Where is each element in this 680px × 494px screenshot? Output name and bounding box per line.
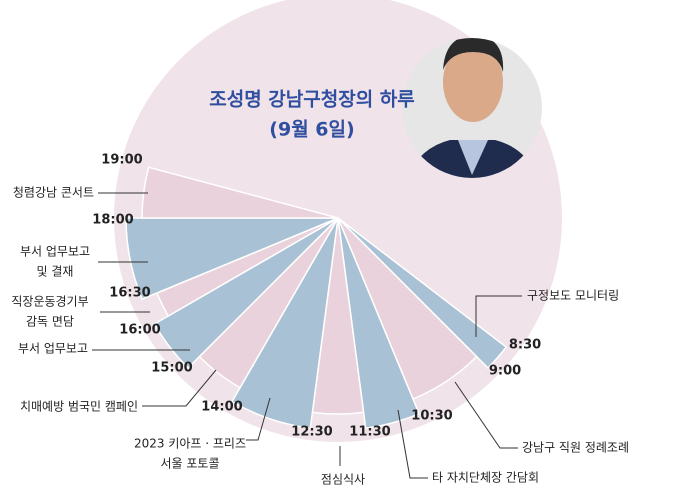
schedule-wedge	[337, 217, 421, 430]
schedule-wedge	[153, 217, 339, 369]
time-label: 8:30	[509, 338, 541, 353]
event-label: 2023 키아프 · 프리즈	[134, 437, 246, 451]
schedule-wedge	[141, 166, 339, 219]
event-label: 부서 업무보고	[18, 342, 88, 356]
event-label: 강남구 직원 정례조례	[522, 441, 629, 455]
event-label: 구정보도 모니터링	[527, 289, 619, 303]
event-label: 직장운동경기부	[11, 295, 88, 309]
leader-line	[454, 381, 518, 449]
time-label: 12:30	[291, 425, 332, 440]
event-label: 서울 포토콜	[160, 457, 219, 471]
time-label: 11:30	[349, 425, 390, 440]
time-label: 16:30	[109, 286, 150, 301]
event-label: 및 결재	[37, 265, 74, 279]
event-label: 청렴강남 콘서트	[13, 186, 94, 200]
event-label: 타 자치단체장 간담회	[432, 471, 539, 485]
time-label: 16:00	[119, 323, 160, 338]
time-label: 18:00	[92, 213, 133, 228]
event-label: 치매예방 범국민 캠페인	[20, 400, 138, 414]
leader-line	[397, 409, 428, 479]
leader-line	[142, 369, 217, 407]
event-label: 부서 업무보고	[20, 245, 90, 259]
schedule-wedge	[230, 217, 339, 430]
leader-line	[246, 397, 271, 441]
event-label: 점심식사	[321, 473, 365, 487]
schedule-wedge	[337, 217, 508, 369]
leader-line	[475, 295, 522, 337]
photo	[402, 38, 542, 178]
title: 조성명 강남구청장의 하루	[209, 89, 415, 111]
event-label: 감독 면담	[26, 315, 74, 329]
time-label: 15:00	[151, 361, 192, 376]
time-label: 19:00	[101, 153, 142, 168]
schedule-wedge	[125, 217, 339, 301]
time-label: 10:30	[411, 409, 452, 424]
time-label: 14:00	[201, 400, 242, 415]
time-label: 9:00	[489, 364, 521, 379]
subtitle: (9월 6일)	[269, 119, 354, 141]
